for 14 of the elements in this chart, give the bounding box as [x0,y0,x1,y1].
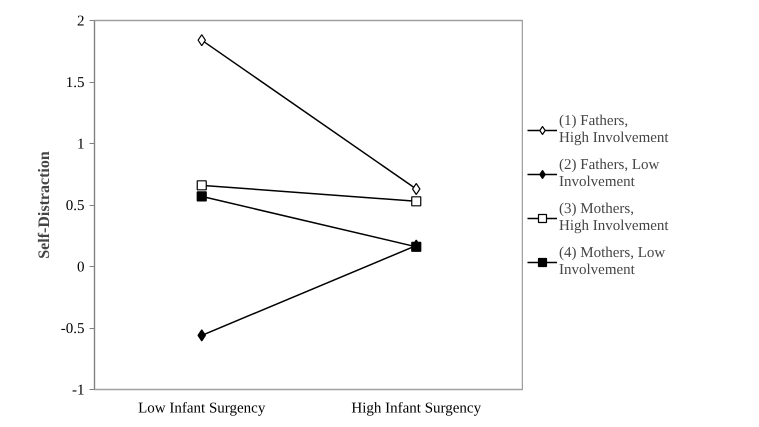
legend-label: (3) Mothers, High Involvement [559,201,669,235]
legend-label: (4) Mothers, Low Involvement [559,245,666,279]
legend-label: (2) Fathers, Low Involvement [559,157,660,191]
y-axis-title: Self-Distraction [36,151,53,259]
y-tick-label: 0.5 [66,198,84,214]
y-tick-label: 0 [77,260,84,276]
x-tick-label: High Infant Surgency [351,400,482,416]
legend-label: (1) Fathers, High Involvement [559,113,669,147]
y-tick-label: -0.5 [60,321,85,337]
y-tick-label: 1 [77,136,84,152]
y-tick-label: 1.5 [66,75,84,91]
x-tick-label: Low Infant Surgency [138,400,266,416]
y-tick-label: -1 [72,382,85,398]
y-tick-label: 2 [77,14,84,30]
